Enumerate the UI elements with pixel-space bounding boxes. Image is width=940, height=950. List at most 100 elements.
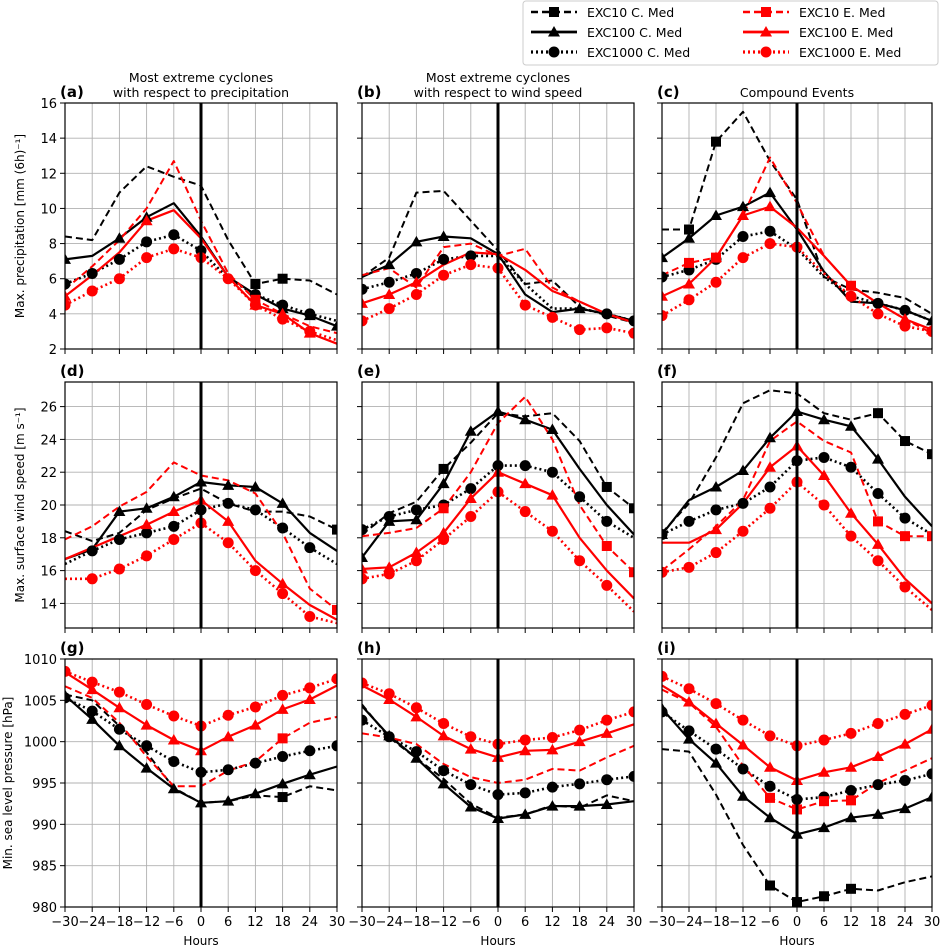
data-point-circle <box>383 510 395 522</box>
data-point-square <box>332 524 337 535</box>
data-point-circle <box>845 290 857 302</box>
data-point-triangle <box>546 489 559 500</box>
data-point-circle <box>926 768 932 780</box>
data-point-circle <box>574 324 586 336</box>
data-point-triangle <box>437 230 450 242</box>
data-point-circle <box>383 688 395 700</box>
x-tick-label: 24 <box>599 915 616 930</box>
data-point-triangle <box>113 739 126 751</box>
x-tick-label: 18 <box>274 915 291 930</box>
data-point-triangle <box>764 811 776 823</box>
legend-box <box>522 0 939 66</box>
legend-marker-triangle <box>760 26 772 37</box>
data-point-circle <box>574 778 586 790</box>
data-point-triangle <box>249 787 262 799</box>
panel-f: (f) <box>657 362 933 633</box>
x-tick-label: 18 <box>571 915 588 930</box>
data-point-square <box>927 449 932 460</box>
data-point-circle <box>304 325 316 337</box>
data-point-square <box>629 567 634 578</box>
data-point-square <box>846 795 856 806</box>
data-point-circle <box>168 520 180 532</box>
data-point-circle <box>818 734 830 746</box>
data-point-square <box>629 503 634 514</box>
legend-entry: EXC100 C. Med <box>531 25 682 40</box>
data-point-circle <box>662 310 668 322</box>
data-point-circle <box>845 727 857 739</box>
x-axis-label: Hours <box>480 934 515 948</box>
data-point-circle <box>168 756 180 768</box>
data-point-square <box>819 796 829 807</box>
y-tick-label: 980 <box>32 901 57 916</box>
data-point-circle <box>710 698 722 710</box>
y-tick-label: 4 <box>49 308 57 323</box>
data-point-triangle <box>464 800 477 812</box>
data-point-triangle <box>872 538 884 549</box>
panel-label: (g) <box>60 639 84 657</box>
data-point-triangle <box>362 297 368 308</box>
data-point-triangle <box>683 695 695 707</box>
data-point-circle <box>86 573 98 585</box>
data-point-circle <box>601 714 613 726</box>
data-point-square <box>765 880 775 891</box>
data-point-circle <box>86 545 98 557</box>
data-point-triangle <box>303 693 316 705</box>
data-point-circle <box>410 702 422 714</box>
data-point-circle <box>277 522 289 534</box>
data-point-circle <box>872 717 884 729</box>
data-point-triangle <box>764 761 776 772</box>
data-point-circle <box>331 740 337 752</box>
legend-label: EXC1000 C. Med <box>587 45 690 60</box>
data-point-circle <box>277 751 289 763</box>
data-point-circle <box>141 698 153 710</box>
data-point-square <box>332 604 337 615</box>
series-line-exc10-c-med <box>662 110 932 315</box>
x-tick-label: 12 <box>544 915 561 930</box>
data-point-triangle <box>86 683 99 695</box>
data-point-circle <box>764 225 776 237</box>
data-point-triangle <box>113 701 126 713</box>
data-point-triangle <box>249 719 262 730</box>
y-tick-label: 18 <box>40 532 57 547</box>
data-point-circle <box>304 745 316 757</box>
data-point-circle <box>872 488 884 500</box>
data-point-circle <box>331 673 337 685</box>
y-tick-label: 16 <box>40 97 57 112</box>
data-point-circle <box>662 566 668 578</box>
data-point-triangle <box>331 320 337 331</box>
data-point-circle <box>65 299 71 311</box>
y-tick-label: 16 <box>40 565 57 580</box>
x-tick-label: −6 <box>164 915 183 930</box>
legend-entry: EXC1000 C. Med <box>531 45 690 60</box>
data-point-circle <box>574 724 586 736</box>
data-point-circle <box>710 547 722 559</box>
legend-marker-square <box>549 7 559 17</box>
data-point-circle <box>86 705 98 717</box>
data-point-triangle <box>113 232 126 243</box>
data-point-circle <box>277 313 289 325</box>
data-point-circle <box>737 763 749 775</box>
x-axis-label: Hours <box>779 934 814 948</box>
x-axis-label: Hours <box>183 934 218 948</box>
panel-label: (e) <box>357 362 381 380</box>
data-point-square <box>277 273 288 284</box>
data-point-triangle <box>383 258 396 270</box>
x-tick-label: −24 <box>78 915 105 930</box>
data-point-circle <box>277 588 289 600</box>
legend-entry: EXC10 C. Med <box>531 5 674 20</box>
data-point-circle <box>277 689 289 701</box>
x-tick-label: 0 <box>793 915 801 930</box>
data-point-triangle <box>710 717 722 728</box>
data-point-triangle <box>140 502 153 513</box>
data-point-circle <box>465 510 477 522</box>
data-point-triangle <box>519 477 532 489</box>
data-point-circle <box>683 725 695 737</box>
data-point-circle <box>710 504 722 516</box>
data-point-circle <box>304 611 316 623</box>
data-point-circle <box>845 461 857 473</box>
data-point-triangle <box>764 200 776 212</box>
data-point-triangle <box>249 480 262 492</box>
y-tick-label: 6 <box>49 273 57 288</box>
data-point-triangle <box>362 551 368 562</box>
